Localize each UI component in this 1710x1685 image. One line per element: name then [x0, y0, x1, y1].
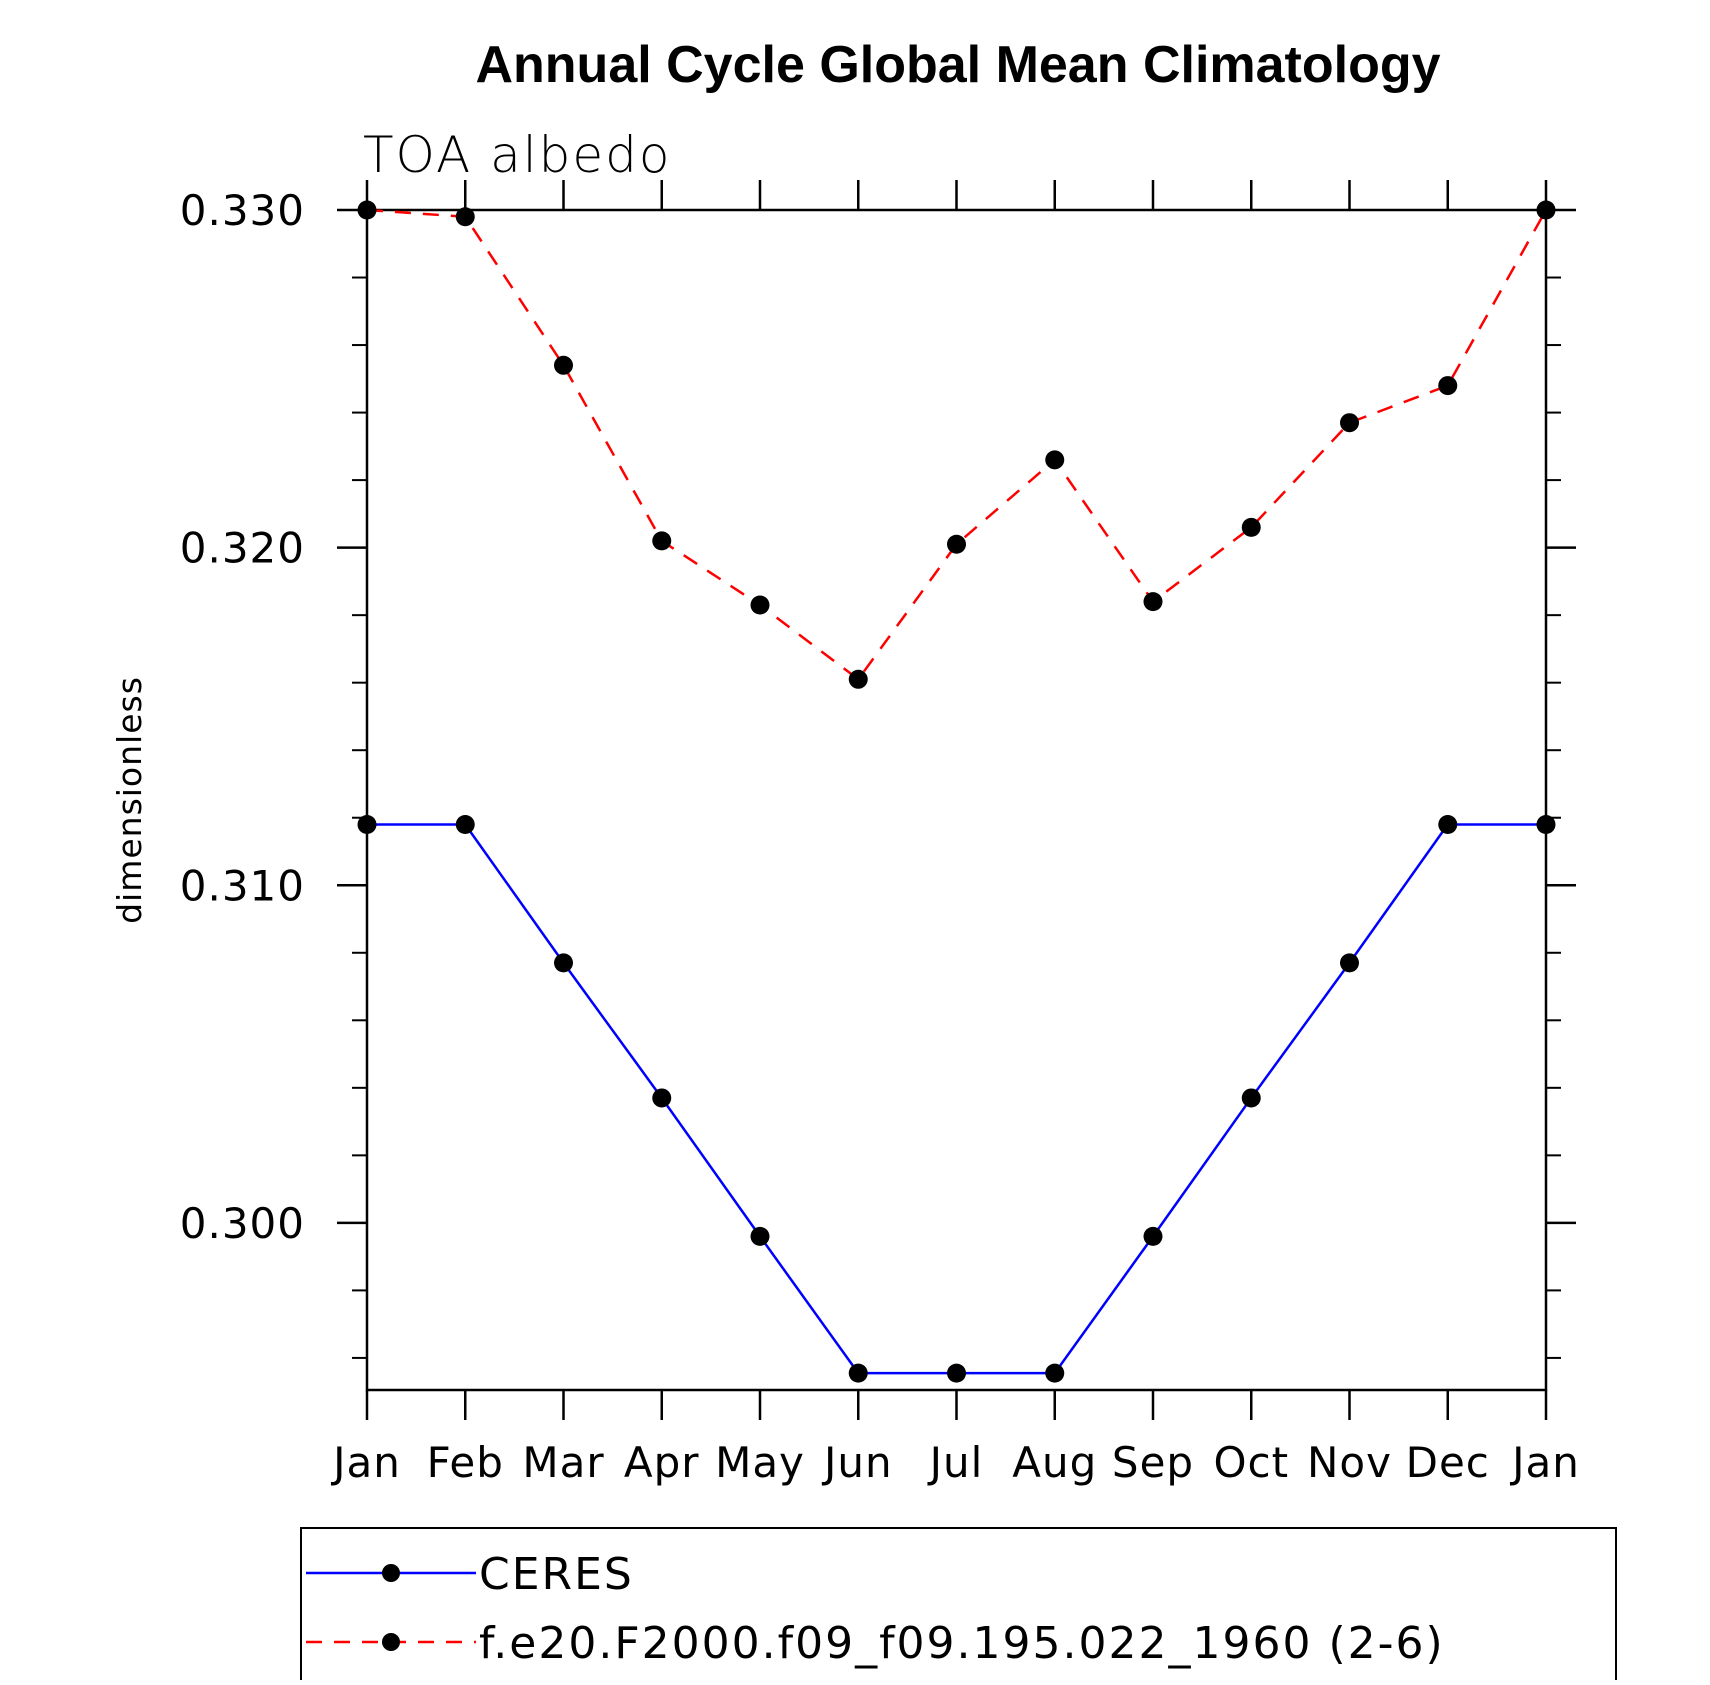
legend-label-model: f.e20.F2000.f09_f09.195.022_1960 (2-6) — [479, 1618, 1445, 1669]
data-point-0 — [455, 814, 475, 834]
data-point-0 — [554, 953, 573, 973]
legend: CERES f.e20.F2000.f09_f09.195.022_1960 (… — [300, 1527, 1617, 1685]
data-markers — [357, 200, 1556, 1383]
x-tick-label: May — [715, 1438, 805, 1487]
data-point-0 — [1536, 814, 1556, 834]
data-point-1 — [1438, 376, 1458, 396]
y-tick-label: 0.320 — [180, 524, 305, 573]
x-tick-label: Oct — [1213, 1438, 1289, 1487]
data-point-0 — [750, 1226, 770, 1246]
x-tick-label: Nov — [1307, 1438, 1392, 1487]
data-point-1 — [1340, 413, 1359, 433]
x-tick-label: Jul — [927, 1438, 984, 1487]
x-tick-label: Apr — [624, 1438, 700, 1487]
data-point-1 — [455, 207, 475, 227]
data-point-1 — [1241, 517, 1261, 537]
data-point-1 — [1536, 200, 1556, 220]
y-axis-label: dimensionless — [110, 676, 149, 924]
data-point-1 — [848, 669, 868, 689]
data-point-1 — [1045, 450, 1065, 470]
legend-marker-model — [382, 1633, 400, 1651]
data-point-0 — [1438, 814, 1458, 834]
y-tick-label: 0.300 — [180, 1199, 305, 1248]
data-point-1 — [1143, 592, 1163, 612]
x-tick-label: Aug — [1012, 1438, 1097, 1487]
y-tick-label: 0.310 — [180, 861, 305, 910]
data-point-1 — [554, 355, 573, 375]
legend-label-ceres: CERES — [479, 1549, 634, 1600]
x-tick-label: Feb — [427, 1438, 504, 1487]
y-tick-label: 0.330 — [180, 186, 305, 235]
data-point-0 — [1340, 953, 1359, 973]
chart-subtitle: TOA albedo — [363, 126, 671, 184]
data-point-0 — [848, 1363, 868, 1383]
chart-title: Annual Cycle Global Mean Climatology — [475, 36, 1440, 94]
axes: Jan Feb Mar Apr May Jun Jul Aug Sep Oct Nov Dec Jan 0… — [180, 180, 1580, 1487]
data-point-0 — [947, 1363, 966, 1383]
data-point-0 — [1045, 1363, 1065, 1383]
x-tick-label: Jan — [1509, 1438, 1580, 1487]
data-point-0 — [1143, 1226, 1163, 1246]
data-point-1 — [357, 200, 377, 220]
x-tick-label: Jan — [330, 1438, 401, 1487]
x-tick-label: Jun — [821, 1438, 893, 1487]
legend-marker-ceres — [382, 1564, 400, 1582]
data-point-1 — [652, 531, 672, 551]
legend-box — [300, 1527, 1617, 1685]
data-point-0 — [652, 1088, 672, 1108]
x-tick-label: Mar — [522, 1438, 604, 1487]
data-point-0 — [1241, 1088, 1261, 1108]
x-tick-label: Sep — [1112, 1438, 1194, 1487]
data-point-1 — [750, 595, 770, 615]
x-tick-label: Dec — [1406, 1438, 1490, 1487]
data-point-1 — [947, 534, 966, 554]
data-point-0 — [357, 814, 377, 834]
